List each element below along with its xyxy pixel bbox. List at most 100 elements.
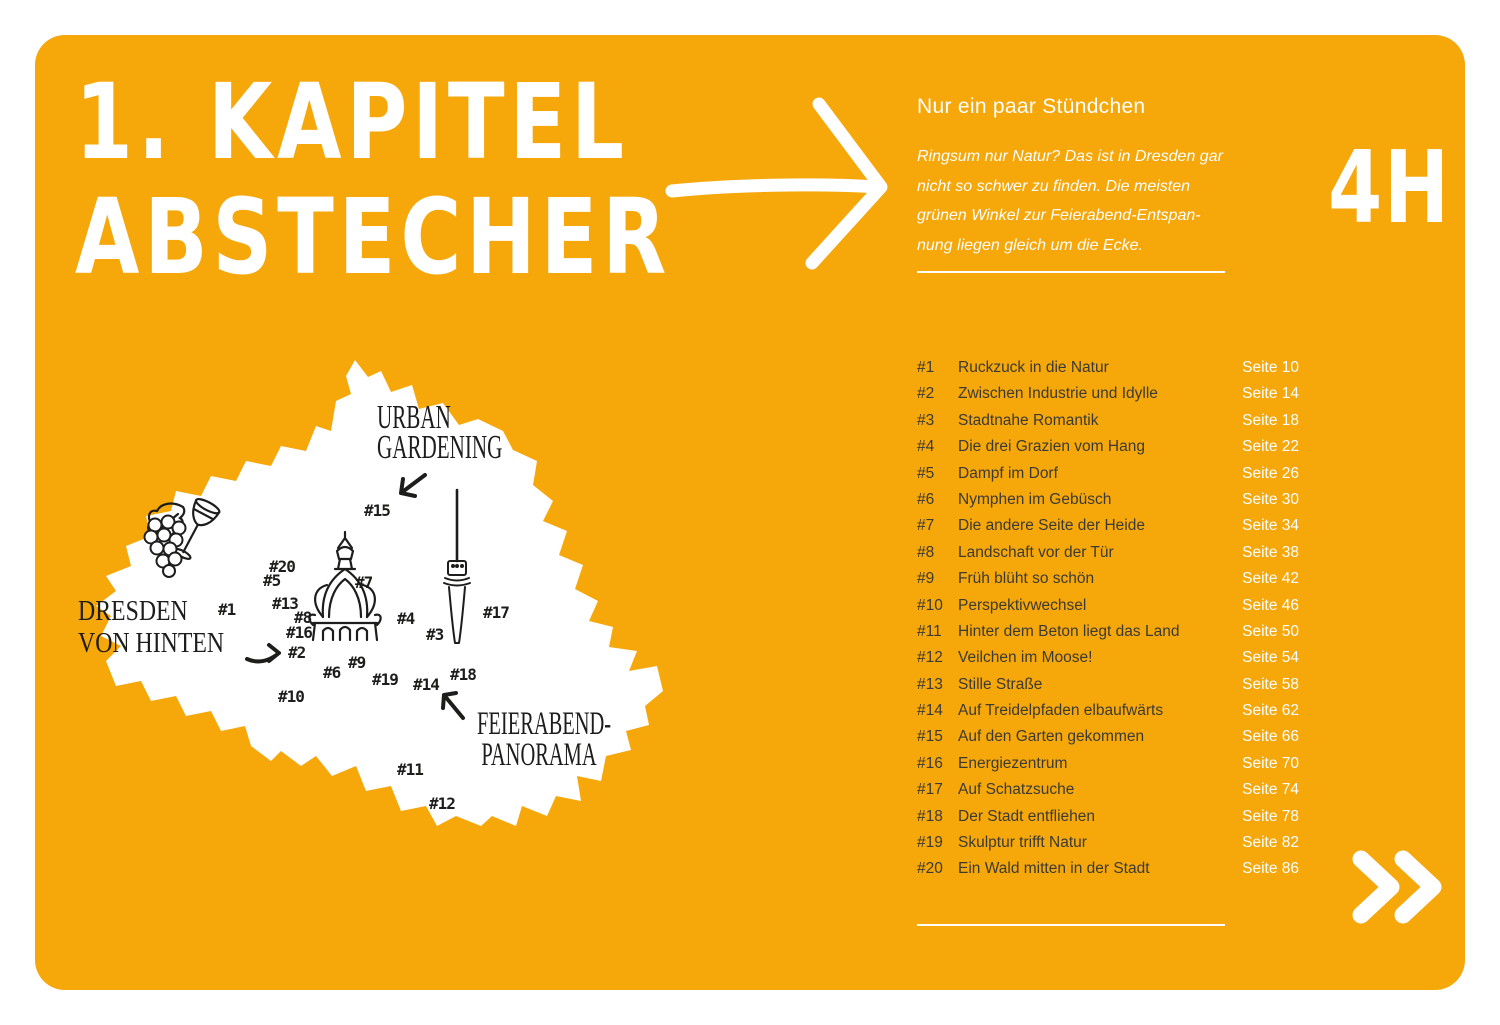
section-heading: Nur ein paar Stündchen xyxy=(917,95,1146,118)
map-label-dresden-von-hinten: DRESDEN VON HINTEN xyxy=(78,596,225,659)
toc-item-number: #14 xyxy=(917,702,943,720)
toc-row: #20 Ein Wald mitten in der Stadt Seite 8… xyxy=(917,856,1299,882)
toc-list: #1 Ruckzuck in die Natur Seite 10 #2 Zwi… xyxy=(917,355,1299,883)
toc-item-number: #17 xyxy=(917,781,943,799)
toc-item-number: #6 xyxy=(917,490,935,508)
chapter-title: 1. KAPITEL ABSTECHER xyxy=(75,61,672,298)
toc-row: #4 Die drei Grazien vom Hang Seite 22 xyxy=(917,434,1299,460)
toc-item-page: Seite 26 xyxy=(1242,464,1299,482)
toc-item-page: Seite 22 xyxy=(1242,438,1299,456)
toc-item-page: Seite 70 xyxy=(1242,754,1299,772)
toc-item-title: Landschaft vor der Tür xyxy=(958,543,1114,561)
toc-item-number: #15 xyxy=(917,728,943,746)
toc-item-title: Zwischen Industrie und Idylle xyxy=(958,385,1158,403)
toc-item-number: #12 xyxy=(917,649,943,667)
toc-row: #18 Der Stadt entfliehen Seite 78 xyxy=(917,804,1299,830)
toc-item-page: Seite 46 xyxy=(1242,596,1299,614)
toc-item-page: Seite 38 xyxy=(1242,543,1299,561)
toc-row: #2 Zwischen Industrie und Idylle Seite 1… xyxy=(917,381,1299,407)
dresden-von-hinten-arrow-icon xyxy=(245,643,281,664)
toc-row: #10 Perspektivwechsel Seite 46 xyxy=(917,593,1299,619)
toc-item-page: Seite 54 xyxy=(1242,649,1299,667)
toc-item-title: Nymphen im Gebüsch xyxy=(958,490,1112,508)
divider-bottom xyxy=(917,924,1225,926)
toc-row: #7 Die andere Seite der Heide Seite 34 xyxy=(917,513,1299,539)
toc-row: #14 Auf Treidelpfaden elbaufwärts Seite … xyxy=(917,698,1299,724)
city-silhouette xyxy=(96,360,663,826)
toc-item-title: Hinter dem Beton liegt das Land xyxy=(958,622,1180,640)
toc-item-page: Seite 62 xyxy=(1242,702,1299,720)
toc-item-title: Stille Straße xyxy=(958,675,1043,693)
toc-row: #15 Auf den Garten gekommen Seite 66 xyxy=(917,724,1299,750)
toc-item-title: Stadtnahe Romantik xyxy=(958,411,1099,429)
brush-arrow-right-icon xyxy=(665,97,888,270)
duration-badge: 4H xyxy=(1328,129,1451,246)
church-icon xyxy=(308,530,382,642)
toc-row: #12 Veilchen im Moose! Seite 54 xyxy=(917,645,1299,671)
toc-item-page: Seite 78 xyxy=(1242,807,1299,825)
toc-item-number: #1 xyxy=(917,359,935,376)
intro-text: Ringsum nur Natur? Das ist in Dresden ga… xyxy=(917,148,1223,254)
toc-item-title: Auf Treidelpfaden elbaufwärts xyxy=(958,702,1164,720)
toc-row: #17 Auf Schatzsuche Seite 74 xyxy=(917,777,1299,803)
toc-item-number: #2 xyxy=(917,385,935,403)
map-label-urban-gardening: URBAN GARDENING xyxy=(377,399,503,466)
toc-row: #9 Früh blüht so schön Seite 42 xyxy=(917,566,1299,592)
toc-row: #13 Stille Straße Seite 58 xyxy=(917,672,1299,698)
toc-item-page: Seite 18 xyxy=(1242,411,1299,429)
toc-item-number: #11 xyxy=(917,622,942,640)
toc-item-title: Die andere Seite der Heide xyxy=(958,517,1145,535)
toc-item-title: Auf Schatzsuche xyxy=(958,781,1075,799)
toc-item-title: Ruckzuck in die Natur xyxy=(958,359,1109,376)
toc-item-page: Seite 50 xyxy=(1242,622,1299,640)
toc-item-page: Seite 86 xyxy=(1242,860,1299,878)
toc-item-title: Auf den Garten gekommen xyxy=(958,728,1145,746)
toc-item-number: #10 xyxy=(917,596,943,614)
feierabend-arrow-icon xyxy=(441,691,465,720)
dresden-map xyxy=(96,360,663,826)
toc-item-page: Seite 14 xyxy=(1242,385,1299,403)
toc-item-number: #4 xyxy=(917,438,935,456)
toc-item-page: Seite 58 xyxy=(1242,675,1299,693)
toc-item-title: Skulptur trifft Natur xyxy=(958,834,1087,852)
toc-item-title: Der Stadt entfliehen xyxy=(958,807,1096,825)
toc-row: #3 Stadtnahe Romantik Seite 18 xyxy=(917,408,1299,434)
chapter-card: 1. KAPITEL ABSTECHER 4H Nur ein paar Stü… xyxy=(35,35,1465,990)
toc-item-title: Energiezentrum xyxy=(958,754,1068,772)
toc-item-number: #3 xyxy=(917,411,935,429)
toc-row: #11 Hinter dem Beton liegt das Land Seit… xyxy=(917,619,1299,645)
toc-item-title: Die drei Grazien vom Hang xyxy=(958,438,1145,456)
toc-row: #19 Skulptur trifft Natur Seite 82 xyxy=(917,830,1299,856)
toc-item-number: #7 xyxy=(917,517,935,535)
toc-item-page: Seite 34 xyxy=(1242,517,1299,535)
toc-item-title: Ein Wald mitten in der Stadt xyxy=(958,860,1150,878)
toc-item-title: Perspektivwechsel xyxy=(958,596,1087,614)
toc-item-number: #16 xyxy=(917,754,943,772)
toc-item-page: Seite 42 xyxy=(1242,570,1299,588)
toc-item-number: #19 xyxy=(917,834,943,852)
tv-tower-icon xyxy=(443,488,471,644)
toc-row: #8 Landschaft vor der Tür Seite 38 xyxy=(917,540,1299,566)
toc-row: #6 Nymphen im Gebüsch Seite 30 xyxy=(917,487,1299,513)
toc-item-title: Früh blüht so schön xyxy=(958,570,1095,588)
toc-item-page: Seite 74 xyxy=(1242,781,1299,799)
wine-glass-grapes-icon xyxy=(143,498,221,578)
double-chevron-right-icon xyxy=(1352,850,1442,924)
toc-item-title: Dampf im Dorf xyxy=(958,464,1058,482)
toc-row: #16 Energiezentrum Seite 70 xyxy=(917,751,1299,777)
toc-item-page: Seite 82 xyxy=(1242,834,1299,852)
divider-top xyxy=(917,271,1225,273)
urban-gardening-arrow-icon xyxy=(399,473,427,498)
toc-row: #5 Dampf im Dorf Seite 26 xyxy=(917,461,1299,487)
toc-item-number: #9 xyxy=(917,570,935,588)
toc-item-number: #13 xyxy=(917,675,943,693)
toc-item-number: #8 xyxy=(917,543,935,561)
toc-item-number: #5 xyxy=(917,464,935,482)
toc-item-number: #20 xyxy=(917,860,943,878)
toc-item-page: Seite 10 xyxy=(1242,359,1299,376)
toc-item-page: Seite 66 xyxy=(1242,728,1299,746)
toc-row: #1 Ruckzuck in die Natur Seite 10 xyxy=(917,355,1299,381)
map-label-feierabend-panorama: FEIERABEND- PANORAMA xyxy=(477,706,612,773)
toc-item-title: Veilchen im Moose! xyxy=(958,649,1093,667)
